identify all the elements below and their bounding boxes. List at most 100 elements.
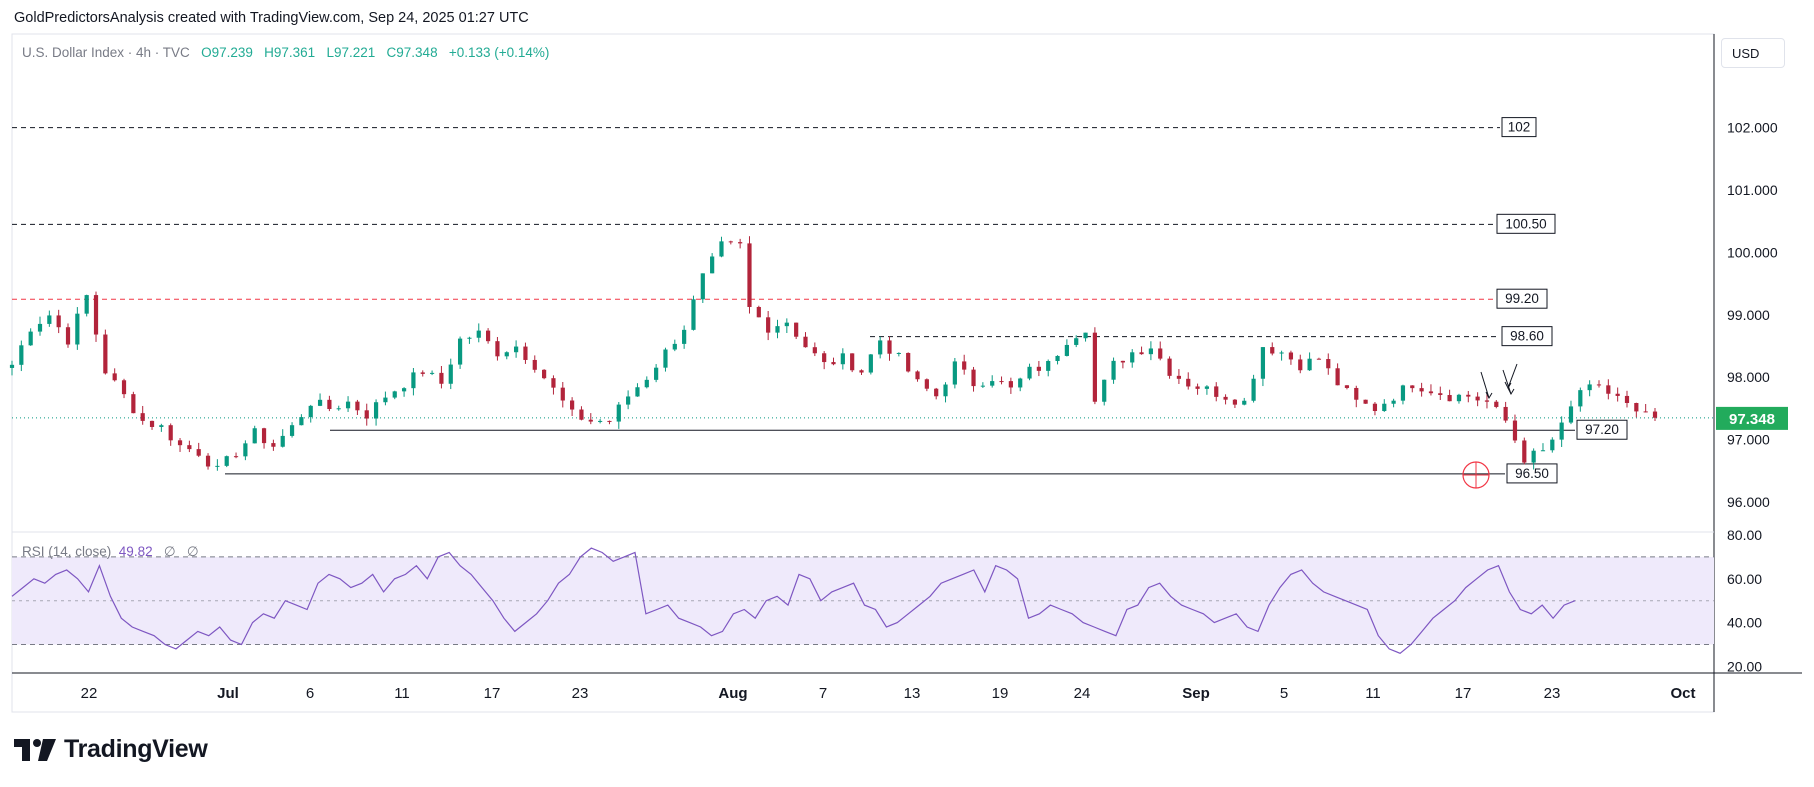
- candle-body: [1410, 385, 1415, 389]
- candle-body: [261, 428, 267, 444]
- price-tick-label: 100.000: [1727, 244, 1778, 260]
- price-tick-label: 99.000: [1727, 307, 1770, 323]
- candle-body: [775, 326, 780, 333]
- candle-body: [878, 340, 883, 355]
- level-label-97.20: 97.20: [1585, 422, 1619, 437]
- candle-body: [1064, 344, 1069, 356]
- candle-body: [794, 322, 799, 337]
- candle-body: [1391, 400, 1396, 404]
- candle-body: [831, 362, 836, 365]
- candle-body: [131, 394, 136, 414]
- horizontal-levels: 102 100.50 99.20 98.60 97.20 96.50: [12, 117, 1714, 484]
- candle-body: [75, 313, 80, 345]
- candle-body: [336, 408, 341, 410]
- price-axis: 102.000 101.000 100.000 99.000 98.000 97.000 9…: [1716, 120, 1788, 674]
- candle-body: [1232, 399, 1238, 405]
- candle-body: [299, 417, 304, 426]
- candle-body: [924, 379, 929, 389]
- candle-body: [607, 420, 612, 422]
- candle-body: [1335, 368, 1340, 386]
- candle-body: [327, 399, 332, 410]
- candle-body: [1260, 347, 1266, 379]
- candle-body: [934, 388, 939, 397]
- time-tick-label: 17: [1455, 685, 1472, 702]
- rsi-tick-label: 40.00: [1727, 615, 1762, 631]
- arrow-head: [1485, 391, 1493, 400]
- candle-body: [215, 465, 220, 467]
- level-label-box-100.50: [1496, 213, 1556, 234]
- candle-body: [1419, 388, 1424, 392]
- candle-body: [308, 405, 313, 418]
- arrow-marker: [1502, 369, 1512, 395]
- candle-body: [93, 295, 99, 335]
- candle-body: [1596, 384, 1602, 386]
- candle-body: [672, 343, 677, 350]
- candle-body: [1186, 378, 1191, 387]
- candle-body: [392, 391, 397, 398]
- candle-body: [1568, 406, 1574, 423]
- candle-body: [1456, 394, 1462, 402]
- candle-body: [1242, 400, 1247, 405]
- rsi-label: RSI (14, close): [22, 544, 112, 559]
- candle-body: [943, 384, 948, 397]
- candle-body: [252, 428, 257, 444]
- candle-body: [840, 353, 845, 365]
- tradingview-logo[interactable]: TradingView: [14, 735, 208, 764]
- level-label-102: 102: [1508, 120, 1531, 135]
- candle-body: [1102, 379, 1107, 402]
- low-value: L97.221: [326, 45, 376, 60]
- currency-selector[interactable]: USD: [1721, 38, 1785, 68]
- candle-body: [112, 373, 117, 381]
- level-label-box-96.50: [1506, 463, 1558, 484]
- candle-body: [467, 337, 472, 339]
- rsi-tick-label: 60.00: [1727, 571, 1762, 587]
- time-tick-label: Sep: [1182, 685, 1210, 702]
- candle-body: [1279, 352, 1284, 354]
- candle-body: [1475, 396, 1480, 401]
- price-tick-label: 97.000: [1727, 432, 1770, 448]
- candle-body: [168, 425, 173, 441]
- candle-body: [149, 420, 155, 427]
- candle-body: [205, 455, 211, 467]
- candle-body: [1540, 450, 1546, 452]
- candle-body: [1512, 420, 1518, 441]
- candle-body: [1074, 338, 1079, 345]
- candle-body: [1624, 395, 1630, 404]
- candle-body: [345, 401, 351, 409]
- candle-body: [710, 256, 715, 274]
- candle-body: [1288, 352, 1294, 360]
- change-value: +0.133 (+0.14%): [448, 45, 550, 60]
- rsi-extra-2: ∅: [186, 544, 199, 559]
- candle-body: [523, 346, 528, 360]
- high-value: H97.361: [264, 45, 316, 60]
- symbol-legend: U.S. Dollar Index · 4h · TVC O97.239 H97…: [22, 45, 549, 60]
- candle-body: [1139, 352, 1144, 355]
- candle-body: [728, 241, 733, 243]
- candle-body: [598, 420, 603, 422]
- candle-body: [1223, 396, 1228, 400]
- candle-body: [177, 440, 183, 446]
- candle-body: [887, 340, 892, 354]
- candle-body: [1466, 394, 1471, 397]
- candle-body: [1382, 403, 1387, 412]
- candle-body: [429, 372, 435, 374]
- level-label-box-97.20: [1576, 419, 1628, 440]
- candle-body: [271, 443, 276, 447]
- candle-body: [1494, 401, 1499, 407]
- time-tick-label: 23: [1544, 685, 1561, 702]
- candle-body: [1036, 366, 1041, 371]
- candle-body: [1008, 381, 1013, 388]
- candle-body: [588, 419, 593, 422]
- candle-body: [579, 409, 584, 420]
- candle-body: [654, 367, 659, 380]
- candle-body: [1270, 347, 1275, 354]
- candle-body: [1344, 385, 1350, 388]
- candle-body: [1587, 384, 1592, 391]
- candle-body: [1372, 403, 1378, 412]
- candle-body: [1083, 332, 1088, 339]
- arrow-head: [1507, 387, 1515, 396]
- candle-body: [1326, 359, 1331, 369]
- candle-body: [1438, 393, 1443, 396]
- rsi-extra-1: ∅: [163, 544, 176, 559]
- arrow-head: [1504, 381, 1512, 390]
